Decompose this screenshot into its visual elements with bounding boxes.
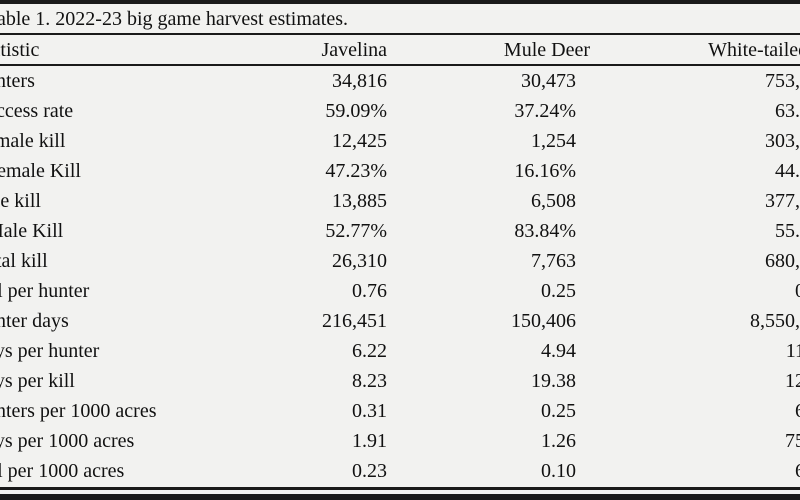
table-header-row: tatistic Javelina Mule Deer White-tailed…	[0, 35, 800, 65]
mule-deer-value: 0.10	[541, 460, 576, 482]
javelina-value: 13,885	[332, 190, 387, 212]
row-label: ays per hunter	[0, 340, 100, 362]
white-tailed-deer-value: 12.5	[785, 370, 800, 392]
javelina-value: 216,451	[322, 310, 387, 332]
white-tailed-deer-value: 63.90	[775, 100, 800, 122]
row-label: emale kill	[0, 130, 66, 152]
table-caption: able 1. 2022-23 big game harvest estimat…	[0, 8, 349, 30]
white-tailed-deer-value: 6.6	[795, 400, 800, 422]
white-tailed-deer-value: 0.9	[795, 280, 800, 302]
row-label: ill per hunter	[0, 280, 90, 302]
table-row: ays per kill 8.23 19.38 12.5	[0, 366, 800, 396]
mule-deer-value: 83.84%	[514, 220, 576, 242]
mule-deer-value: 1.26	[541, 430, 576, 452]
row-label: uccess rate	[0, 100, 74, 122]
javelina-value: 47.23%	[325, 160, 387, 182]
table-header-rule	[0, 64, 800, 66]
row-label: ays per 1000 acres	[0, 430, 135, 452]
table-top-rule	[0, 33, 800, 35]
javelina-value: 0.76	[352, 280, 387, 302]
mule-deer-value: 19.38	[531, 370, 576, 392]
white-tailed-deer-value: 55.44	[775, 220, 800, 242]
javelina-value: 59.09%	[325, 100, 387, 122]
mule-deer-value: 16.16%	[514, 160, 576, 182]
row-label: Male Kill	[0, 220, 64, 242]
header-statistic: tatistic	[0, 39, 40, 61]
javelina-value: 8.23	[352, 370, 387, 392]
white-tailed-deer-value: 44.56	[775, 160, 800, 182]
table-row: otal kill 26,310 7,763 680,67	[0, 246, 800, 276]
row-label: ale kill	[0, 190, 41, 212]
mule-deer-value: 0.25	[541, 400, 576, 422]
row-label: unters	[0, 70, 35, 92]
header-javelina: Javelina	[321, 39, 387, 61]
row-label: unters per 1000 acres	[0, 400, 157, 422]
mule-deer-value: 6,508	[531, 190, 576, 212]
table-row: unters per 1000 acres 0.31 0.25 6.6	[0, 396, 800, 426]
table-row: Male Kill 52.77% 83.84% 55.44	[0, 216, 800, 246]
javelina-value: 12,425	[332, 130, 387, 152]
white-tailed-deer-value: 303,27	[765, 130, 800, 152]
table-row: ill per hunter 0.76 0.25 0.9	[0, 276, 800, 306]
row-label: Female Kill	[0, 160, 81, 182]
white-tailed-deer-value: 11.3	[785, 340, 800, 362]
row-label: unter days	[0, 310, 69, 332]
mule-deer-value: 37.24%	[514, 100, 576, 122]
table-row: unter days 216,451 150,406 8,550,44	[0, 306, 800, 336]
header-white-tailed-deer: White-tailed de	[708, 39, 800, 61]
header-mule-deer: Mule Deer	[503, 39, 590, 61]
mule-deer-value: 30,473	[521, 70, 576, 92]
table-row: ays per hunter 6.22 4.94 11.3	[0, 336, 800, 366]
javelina-value: 6.22	[352, 340, 387, 362]
mule-deer-value: 0.25	[541, 280, 576, 302]
table-bottom-rule	[0, 487, 800, 490]
javelina-value: 26,310	[332, 250, 387, 272]
mule-deer-value: 4.94	[541, 340, 576, 362]
mule-deer-value: 1,254	[531, 130, 576, 152]
white-tailed-deer-value: 75.3	[785, 430, 800, 452]
harvest-table-document: able 1. 2022-23 big game harvest estimat…	[0, 4, 800, 494]
mule-deer-value: 150,406	[511, 310, 576, 332]
javelina-value: 0.23	[352, 460, 387, 482]
javelina-value: 52.77%	[325, 220, 387, 242]
row-label: ill per 1000 acres	[0, 460, 125, 482]
row-label: ays per kill	[0, 370, 75, 392]
table-row: ale kill 13,885 6,508 377,39	[0, 186, 800, 216]
white-tailed-deer-value: 8,550,44	[750, 310, 800, 332]
white-tailed-deer-value: 6.0	[795, 460, 800, 482]
white-tailed-deer-value: 753,41	[765, 70, 800, 92]
white-tailed-deer-value: 377,39	[765, 190, 800, 212]
javelina-value: 0.31	[352, 400, 387, 422]
javelina-value: 34,816	[332, 70, 387, 92]
frame-bottom-edge	[0, 494, 800, 500]
javelina-value: 1.91	[352, 430, 387, 452]
table-row: ays per 1000 acres 1.91 1.26 75.3	[0, 426, 800, 456]
mule-deer-value: 7,763	[531, 250, 576, 272]
table-row: Female Kill 47.23% 16.16% 44.56	[0, 156, 800, 186]
table-row: unters 34,816 30,473 753,41	[0, 66, 800, 96]
table-row: emale kill 12,425 1,254 303,27	[0, 126, 800, 156]
row-label: otal kill	[0, 250, 48, 272]
table-row: uccess rate 59.09% 37.24% 63.90	[0, 96, 800, 126]
table-row: ill per 1000 acres 0.23 0.10 6.0	[0, 456, 800, 486]
white-tailed-deer-value: 680,67	[765, 250, 800, 272]
